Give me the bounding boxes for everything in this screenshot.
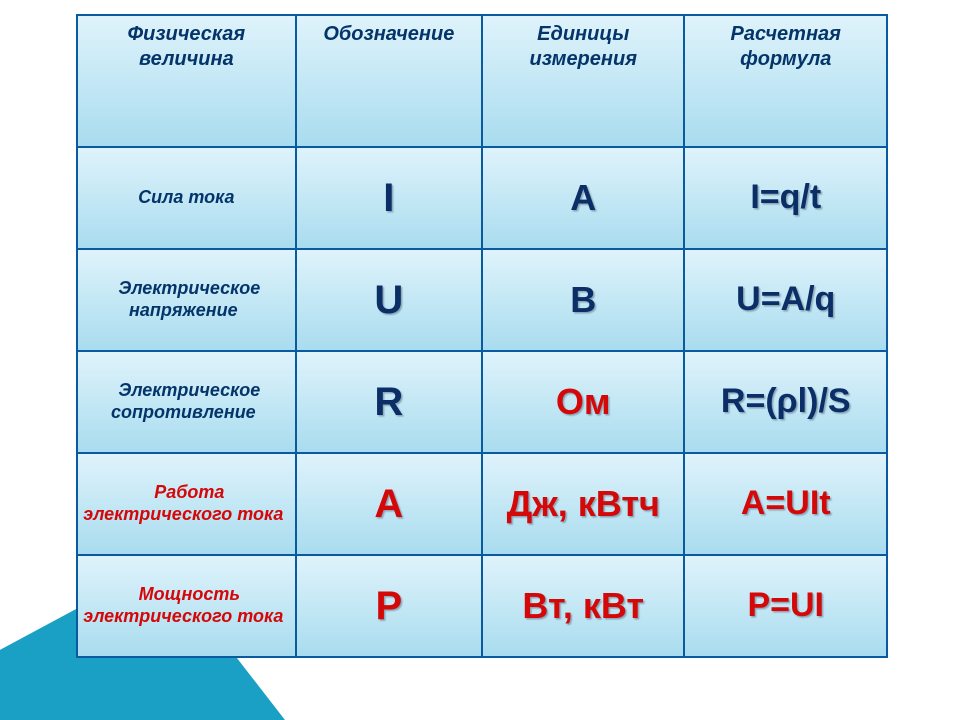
- row-formula: A=UIt: [684, 453, 887, 555]
- row-symbol: R: [296, 351, 482, 453]
- row-unit-text: Ом: [556, 381, 611, 422]
- row-label: Электрическое напряжение: [77, 249, 296, 351]
- row-symbol-text: A: [374, 482, 403, 526]
- row-formula: P=UI: [684, 555, 887, 657]
- row-unit: Ом: [482, 351, 685, 453]
- header-row: Физическая величина Обозначение Единицы …: [77, 15, 887, 147]
- row-symbol-text: I: [383, 176, 394, 220]
- row-unit: Дж, кВтч: [482, 453, 685, 555]
- row-symbol: P: [296, 555, 482, 657]
- table-row: Сила тока I А I=q/t: [77, 147, 887, 249]
- row-label-text: Сила тока: [132, 183, 240, 211]
- row-unit-text: В: [570, 279, 596, 320]
- physics-table-wrap: Физическая величина Обозначение Единицы …: [76, 14, 888, 658]
- row-unit-text: Дж, кВтч: [507, 483, 660, 524]
- row-unit: Вт, кВт: [482, 555, 685, 657]
- row-symbol-text: U: [374, 278, 403, 322]
- row-symbol: I: [296, 147, 482, 249]
- row-label-text: Работа электрического тока: [83, 478, 289, 528]
- table-row: Электрическое сопротивление R Ом R=(ρl)/S: [77, 351, 887, 453]
- row-formula-text: R=(ρl)/S: [721, 382, 851, 420]
- table-row: Работа электрического тока A Дж, кВтч A=UIt: [77, 453, 887, 555]
- row-symbol-text: P: [375, 584, 402, 628]
- row-label: Сила тока: [77, 147, 296, 249]
- header-label: Расчетная формула: [731, 23, 841, 70]
- header-label: Обозначение: [323, 23, 454, 45]
- header-label: Единицы измерения: [529, 23, 637, 70]
- row-formula-text: A=UIt: [741, 484, 831, 522]
- row-label: Работа электрического тока: [77, 453, 296, 555]
- row-formula: I=q/t: [684, 147, 887, 249]
- row-formula: U=A/q: [684, 249, 887, 351]
- row-label-text: Мощность электрического тока: [83, 580, 289, 630]
- row-symbol-text: R: [374, 380, 403, 424]
- row-label: Электрическое сопротивление: [77, 351, 296, 453]
- header-label: Физическая величина: [128, 23, 246, 70]
- row-label-text: Электрическое сопротивление: [111, 376, 262, 426]
- slide-root: Физическая величина Обозначение Единицы …: [0, 0, 960, 720]
- row-unit: А: [482, 147, 685, 249]
- table-row: Мощность электрического тока P Вт, кВт P=UI: [77, 555, 887, 657]
- header-symbol: Обозначение: [296, 15, 482, 147]
- row-unit-text: А: [570, 177, 596, 218]
- header-unit: Единицы измерения: [482, 15, 685, 147]
- row-formula-text: U=A/q: [736, 280, 835, 318]
- row-formula-text: I=q/t: [750, 178, 821, 216]
- row-formula: R=(ρl)/S: [684, 351, 887, 453]
- row-formula-text: P=UI: [747, 586, 824, 624]
- table-body: Сила тока I А I=q/t Электрическое напряжение…: [77, 147, 887, 657]
- row-label-text: Электрическое напряжение: [112, 274, 260, 324]
- row-unit: В: [482, 249, 685, 351]
- row-unit-text: Вт, кВт: [522, 585, 644, 626]
- row-symbol: A: [296, 453, 482, 555]
- row-label: Мощность электрического тока: [77, 555, 296, 657]
- header-quantity: Физическая величина: [77, 15, 296, 147]
- physics-table: Физическая величина Обозначение Единицы …: [76, 14, 888, 658]
- table-row: Электрическое напряжение U В U=A/q: [77, 249, 887, 351]
- row-symbol: U: [296, 249, 482, 351]
- header-formula: Расчетная формула: [684, 15, 887, 147]
